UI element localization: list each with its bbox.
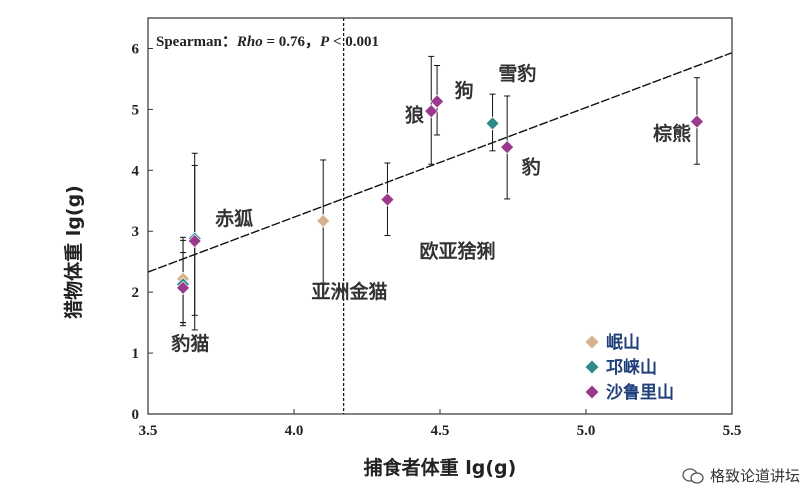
data-point-diamond bbox=[430, 94, 445, 109]
legend-label: 沙鲁里山 bbox=[606, 382, 674, 403]
data-point-diamond bbox=[316, 213, 331, 228]
legend-marker-diamond bbox=[585, 360, 599, 374]
legend-label: 岷山 bbox=[606, 333, 640, 353]
y-tick-label: 3 bbox=[132, 224, 140, 240]
y-tick-label: 4 bbox=[132, 163, 140, 179]
legend-marker-diamond bbox=[585, 385, 599, 399]
y-tick-label: 0 bbox=[132, 407, 140, 423]
watermark-text: 格致论道讲坛 bbox=[709, 467, 800, 485]
x-tick-label: 5.0 bbox=[577, 423, 596, 439]
legend-marker-diamond bbox=[585, 335, 599, 349]
y-tick-label: 2 bbox=[132, 285, 140, 301]
chat-bubble-icon bbox=[682, 467, 704, 484]
y-tick-label: 6 bbox=[132, 41, 140, 57]
data-point-diamond bbox=[485, 116, 500, 131]
data-point-diamond bbox=[176, 280, 190, 295]
x-tick-label: 4.0 bbox=[285, 423, 304, 439]
spearman-annotation: Spearman：Rho = 0.76，P < 0.001 bbox=[156, 34, 379, 50]
point-label: 狗 bbox=[455, 79, 474, 102]
point-label: 豹猫 bbox=[170, 332, 209, 355]
point-label: 雪豹 bbox=[498, 62, 536, 85]
y-tick-label: 1 bbox=[132, 346, 140, 362]
data-point-diamond bbox=[424, 104, 439, 119]
x-axis-title: 捕食者体重 lg(g) bbox=[364, 456, 517, 479]
y-axis-title: 猎物体重 lg(g) bbox=[62, 185, 85, 319]
y-tick-label: 5 bbox=[132, 102, 140, 118]
annotation-p-label: P bbox=[320, 34, 330, 50]
point-label: 棕熊 bbox=[653, 122, 691, 145]
annotation-rho-label: Rho bbox=[236, 34, 263, 50]
x-tick-label: 4.5 bbox=[431, 423, 450, 439]
point-label: 狼 bbox=[405, 104, 425, 127]
watermark: 格致论道讲坛 bbox=[682, 465, 800, 486]
data-point-diamond bbox=[690, 114, 704, 129]
annotation-prefix: Spearman： bbox=[156, 34, 237, 50]
point-label: 豹 bbox=[521, 155, 541, 178]
x-tick-label: 5.5 bbox=[723, 423, 742, 439]
point-label: 欧亚猞猁 bbox=[420, 239, 496, 262]
data-point-diamond bbox=[187, 234, 202, 248]
data-point-diamond bbox=[500, 140, 515, 155]
legend-label: 邛崃山 bbox=[606, 357, 657, 378]
annotation-rho-value: = 0.76， bbox=[263, 34, 320, 50]
regression-line bbox=[147, 52, 733, 273]
point-label: 赤狐 bbox=[215, 207, 253, 230]
point-label: 亚洲金猫 bbox=[312, 280, 388, 303]
annotation-p-value: < 0.001 bbox=[329, 34, 379, 50]
data-point-diamond bbox=[380, 192, 395, 207]
x-tick-label: 3.5 bbox=[139, 423, 158, 439]
